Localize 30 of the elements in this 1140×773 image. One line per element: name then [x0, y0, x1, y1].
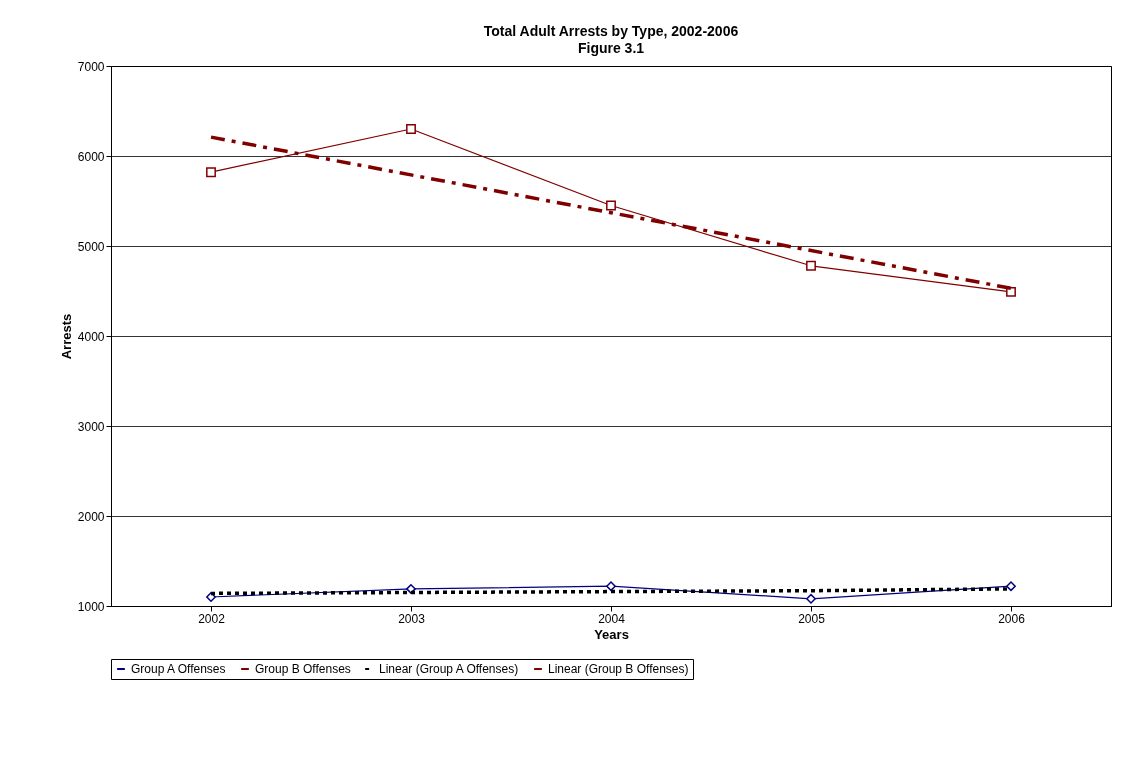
point: [806, 593, 816, 604]
point: [1006, 286, 1016, 297]
point: [1006, 581, 1016, 592]
y-tick-label: 5000: [77, 239, 105, 254]
point: [206, 592, 216, 602]
y-axis-title: Arrests: [58, 313, 74, 360]
y-tick-label: 2000: [77, 509, 105, 524]
point: [806, 260, 816, 271]
x-tick-label: 2006: [998, 611, 1026, 626]
y-tick-label: 4000: [77, 329, 105, 344]
chart-subtitle: Figure 3.1: [577, 40, 645, 56]
legend-label: Group B Offenses: [255, 662, 351, 676]
x-tick-label: 2005: [798, 611, 826, 626]
x-tick-label: 2002: [198, 611, 226, 626]
y-tick-label: 7000: [77, 59, 105, 74]
point: [606, 581, 616, 592]
y-tick-label: 1000: [77, 599, 105, 614]
chart-title: Total Adult Arrests by Type, 2002-2006: [483, 23, 739, 39]
x-axis-title: Years: [594, 626, 629, 642]
y-tick-label: 3000: [77, 419, 105, 434]
y-tick-label: 6000: [77, 149, 105, 164]
x-tick-label: 2003: [398, 611, 426, 626]
legend-label: Group A Offenses: [131, 662, 226, 676]
point: [406, 583, 416, 594]
point: [606, 200, 616, 211]
legend-label: Linear (Group A Offenses): [379, 662, 519, 676]
point: [206, 167, 216, 178]
legend-label: Linear (Group B Offenses): [548, 662, 689, 676]
point: [406, 124, 416, 134]
x-tick-label: 2004: [598, 611, 626, 626]
